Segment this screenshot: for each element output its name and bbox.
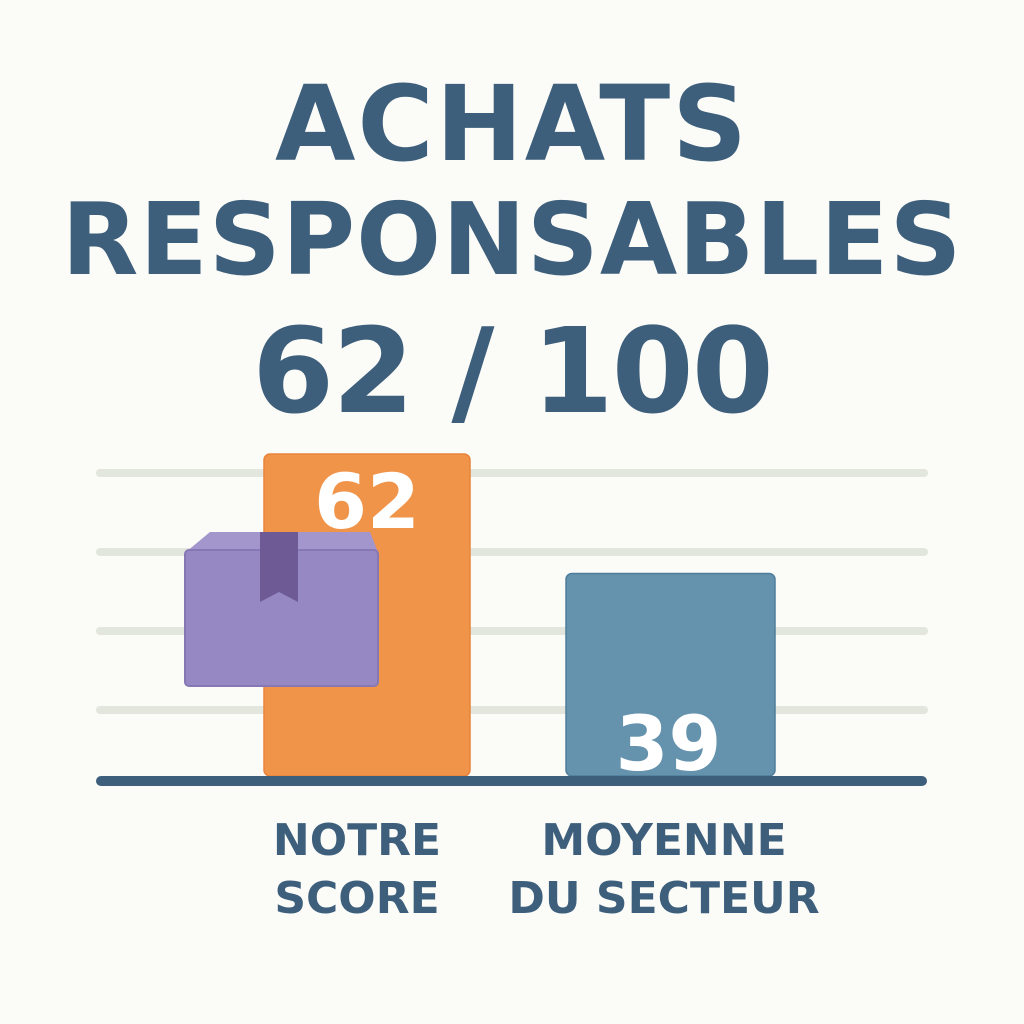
category-label-notre-score: NOTRE SCORE: [272, 815, 442, 924]
data-label-1: 39: [616, 699, 722, 788]
chart-subtitle-score: 62 / 100: [252, 302, 774, 440]
package-box-icon: [184, 532, 379, 687]
data-label-0: 62: [314, 457, 420, 546]
chart-title-line-2: RESPONSABLES: [61, 181, 963, 298]
category-label-moyenne-secteur: MOYENNE DU SECTEUR: [508, 815, 820, 924]
data-labels: 62 39: [314, 457, 721, 788]
chart-title-line-1: ACHATS: [274, 63, 750, 185]
box-ribbon: [260, 532, 298, 602]
